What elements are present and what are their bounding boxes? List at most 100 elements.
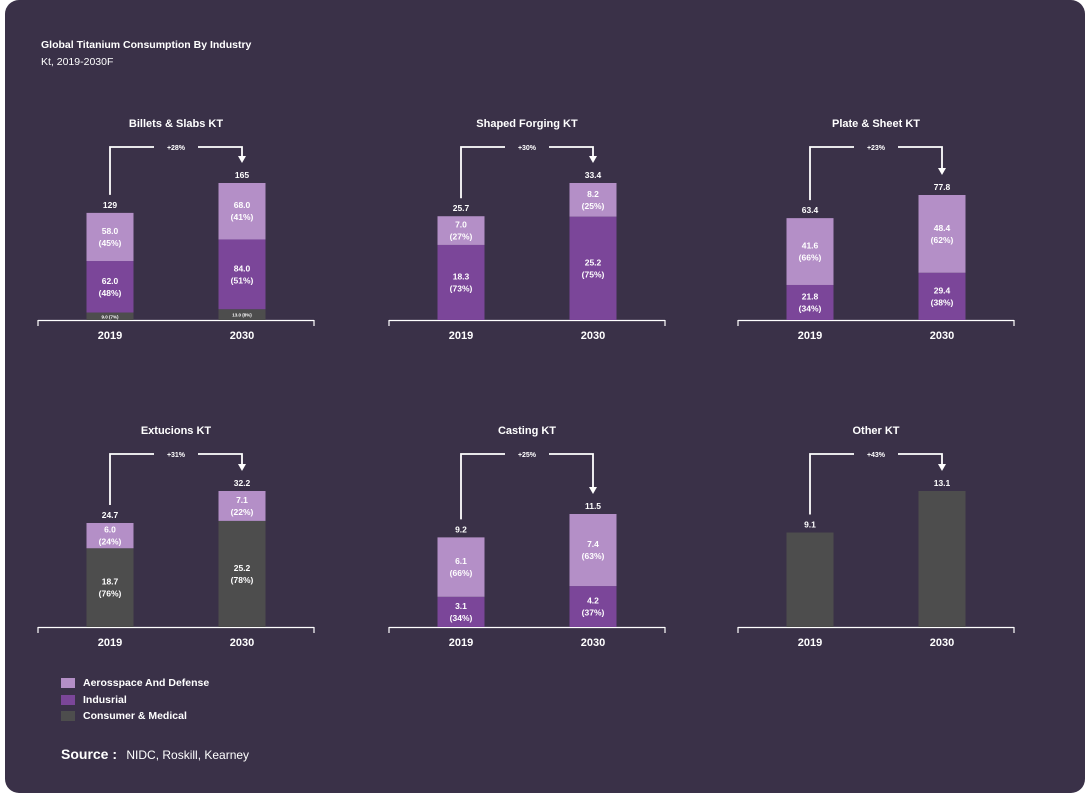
chart-2-category-2019: 2019 <box>449 330 473 342</box>
chart-2-growth-arrowhead <box>589 156 597 163</box>
legend-swatch-consumer <box>61 711 75 722</box>
chart-4-growth-arrowhead <box>238 464 246 471</box>
chart-3-total-2019: 63.4 <box>802 205 819 215</box>
chart-4-total-2019: 24.7 <box>102 510 119 520</box>
chart-6-title: Other KT <box>852 425 899 437</box>
chart-3-bar-2030-1 <box>918 195 966 273</box>
chart-4-bar-2019-1 <box>86 523 134 549</box>
chart-1-label-2019-0: 9.0 (7%) <box>101 314 119 319</box>
chart-3-title: Plate & Sheet KT <box>832 118 920 130</box>
chart-6-bar-2030-0 <box>918 491 966 627</box>
chart-1-growth-line-left <box>109 146 154 195</box>
chart-2-category-2030: 2030 <box>581 330 605 342</box>
chart-2-bar-2030-1 <box>569 183 617 217</box>
chart-2-bar-2019-1 <box>437 216 485 245</box>
chart-5-bar-2030-1 <box>569 514 617 587</box>
source-label: Source : <box>61 746 118 762</box>
chart-1-bar-2030-0 <box>218 309 266 320</box>
chart-3-growth-line-left <box>809 146 854 201</box>
chart-3-bar-2019-1 <box>786 218 834 285</box>
chart-3-label-2019-1-1: (66%) <box>799 253 822 263</box>
chart-card: Global Titanium Consumption By Industry … <box>5 0 1085 793</box>
chart-6-category-2019: 2019 <box>798 637 822 649</box>
chart-2-label-2019-0-1: (73%) <box>450 283 473 293</box>
chart-4-label-2019-1-0: 6.0 <box>104 525 116 535</box>
chart-1-label-2019-1-1: (48%) <box>99 288 122 298</box>
legend-swatch-industrial <box>61 694 75 705</box>
chart-1-label-2030-1-1: (51%) <box>231 275 254 285</box>
chart-1-category-2030: 2030 <box>230 330 254 342</box>
chart-3-label-2030-1-0: 48.4 <box>934 223 951 233</box>
chart-2-label-2019-1-0: 7.0 <box>455 220 467 230</box>
chart-5-growth-arrowhead <box>589 487 597 494</box>
chart-1-bar-2030-1 <box>218 239 266 310</box>
chart-1-bar-2019-2 <box>86 212 134 262</box>
chart-2-label-2030-1-0: 8.2 <box>587 189 599 199</box>
chart-1-growth-arrowhead <box>238 156 246 163</box>
page-title: Global Titanium Consumption By Industry <box>41 39 252 51</box>
chart-3-growth-label: +23% <box>867 145 886 152</box>
source-text: NIDC, Roskill, Kearney <box>126 748 250 762</box>
chart-5-label-2030-1-0: 7.4 <box>587 539 599 549</box>
chart-5-category-2019: 2019 <box>449 637 473 649</box>
chart-2-total-2030: 33.4 <box>585 170 602 180</box>
chart-5-growth-line-right <box>549 453 594 489</box>
chart-3-label-2030-1-1: (62%) <box>931 235 954 245</box>
chart-5-total-2019: 9.2 <box>455 524 467 534</box>
chart-1-label-2030-0: 13.0 (8%) <box>232 313 252 318</box>
chart-2-title: Shaped Forging KT <box>476 118 578 130</box>
legend-swatch-aerospace <box>61 678 75 689</box>
chart-4-category-2030: 2030 <box>230 637 254 649</box>
chart-2-label-2030-0-0: 25.2 <box>585 257 602 267</box>
chart-4-label-2030-1-0: 7.1 <box>236 495 248 505</box>
chart-1-growth-label: +28% <box>167 145 186 152</box>
chart-4-label-2019-0-0: 18.7 <box>102 577 119 587</box>
chart-4-growth-line-left <box>109 453 154 505</box>
chart-1-label-2019-2-0: 58.0 <box>102 226 119 236</box>
chart-3-growth-line-right <box>898 146 943 170</box>
chart-4-bar-2030-1 <box>218 491 266 521</box>
chart-5-growth-label: +25% <box>518 452 537 459</box>
chart-1-bar-2019-0 <box>86 312 134 320</box>
legend-item-consumer: Consumer & Medical <box>61 708 209 725</box>
chart-4-label-2019-0-1: (76%) <box>99 589 122 599</box>
legend-label-consumer: Consumer & Medical <box>83 710 187 723</box>
chart-3-label-2030-0-0: 29.4 <box>934 285 951 295</box>
chart-2-growth-line-left <box>460 146 505 199</box>
chart-1-growth-line-right <box>198 146 243 158</box>
chart-4-growth-label: +31% <box>167 452 186 459</box>
chart-5-title: Casting KT <box>498 425 556 437</box>
chart-1-total-2030: 165 <box>235 170 249 180</box>
chart-2-bar-2030-0 <box>569 216 617 320</box>
chart-4-total-2030: 32.2 <box>234 478 251 488</box>
chart-5-total-2030: 11.5 <box>585 501 601 511</box>
chart-4-label-2019-1-1: (24%) <box>99 537 122 547</box>
chart-1-label-2030-2-1: (41%) <box>231 212 254 222</box>
chart-5-bar-2019-1 <box>437 537 485 597</box>
chart-5-bar-2019-0 <box>437 596 485 627</box>
chart-2-label-2019-1-1: (27%) <box>450 232 473 242</box>
page-subtitle: Kt, 2019-2030F <box>41 56 114 68</box>
chart-5-label-2030-0-0: 4.2 <box>587 596 599 606</box>
chart-3-bar-2030-0 <box>918 272 966 320</box>
chart-1-category-2019: 2019 <box>98 330 122 342</box>
legend-item-aerospace: Aerosspace And Defense <box>61 675 209 692</box>
chart-5-growth-line-left <box>460 453 505 520</box>
chart-4-label-2030-0-0: 25.2 <box>234 563 251 573</box>
legend-label-aerospace: Aerosspace And Defense <box>83 677 210 690</box>
chart-6-total-2030: 13.1 <box>934 478 951 488</box>
chart-3-category-2019: 2019 <box>798 330 822 342</box>
chart-6-total-2019: 9.1 <box>804 520 816 530</box>
chart-4-label-2030-1-1: (22%) <box>231 507 254 517</box>
chart-3-growth-arrowhead <box>938 168 946 175</box>
chart-5-category-2030: 2030 <box>581 637 605 649</box>
chart-6-growth-line-right <box>898 453 943 466</box>
chart-3-label-2019-0-0: 21.8 <box>802 291 819 301</box>
chart-5-label-2030-0-1: (37%) <box>582 608 605 618</box>
legend-item-industrial: Indusrial <box>61 692 209 709</box>
chart-4-label-2030-0-1: (78%) <box>231 575 254 585</box>
chart-3-category-2030: 2030 <box>930 330 954 342</box>
chart-6-category-2030: 2030 <box>930 637 954 649</box>
legend: Aerosspace And Defense Indusrial Consume… <box>61 675 209 725</box>
chart-3-total-2030: 77.8 <box>934 182 951 192</box>
